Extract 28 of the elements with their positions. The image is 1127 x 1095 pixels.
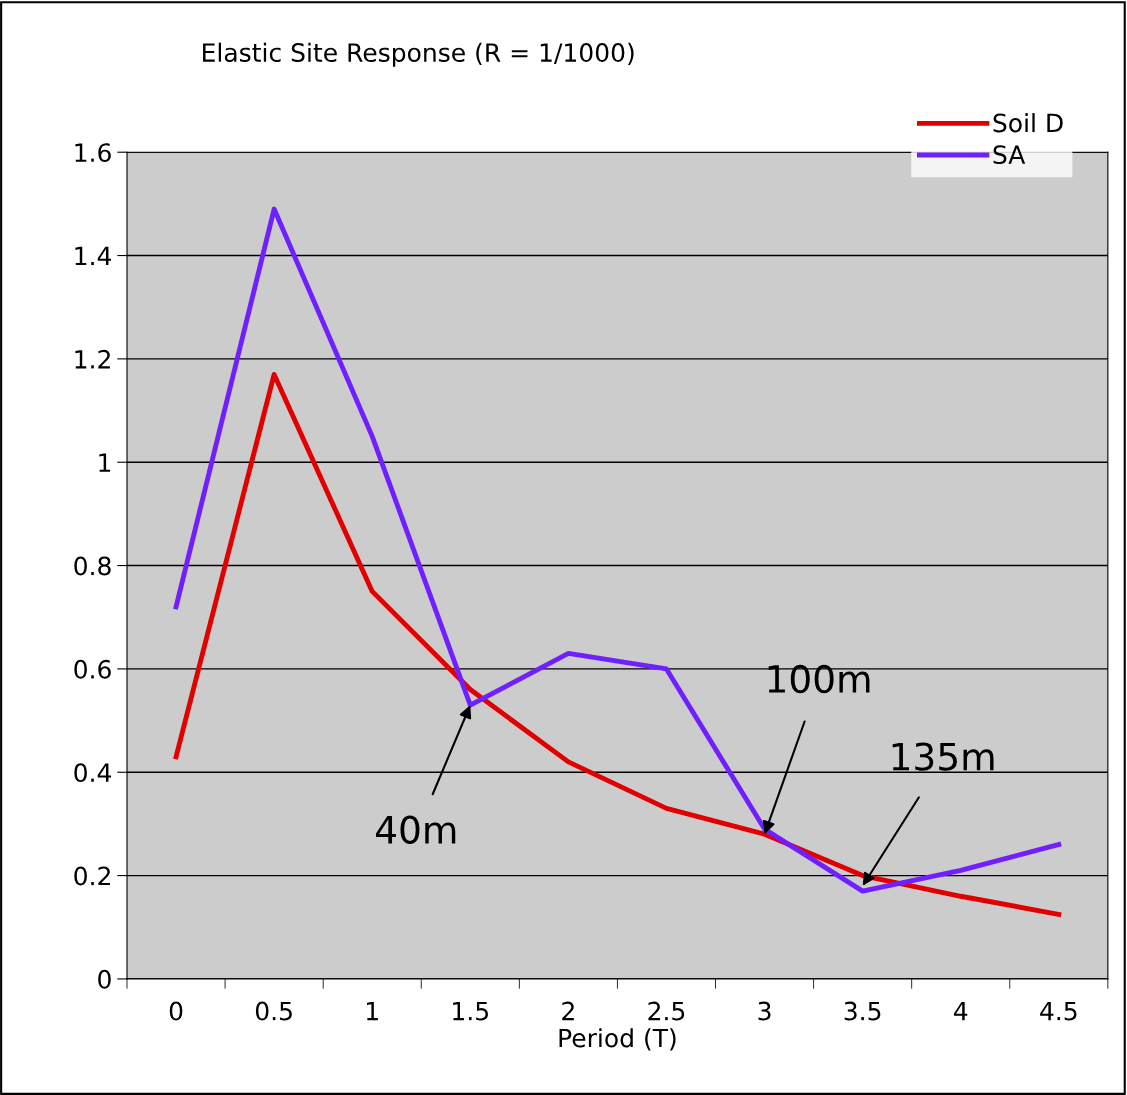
annotation: 135m [892, 742, 994, 771]
y-tick-label: 0.2 [74, 866, 110, 886]
x-tick-label: 2 [562, 1001, 574, 1021]
y-tick-label: 1 [99, 453, 111, 472]
y-tick-label: 0 [98, 969, 111, 989]
x-tick-label: 4.5 [1040, 1001, 1077, 1021]
y-tick-label: 1.6 [75, 143, 111, 163]
x-tick-label: 4 [953, 1001, 968, 1021]
x-tick-label: 0 [169, 1001, 183, 1021]
x-tick-label: 2.5 [648, 1001, 685, 1021]
line-series [173, 371, 1062, 917]
x-tick-label: 1.5 [453, 1001, 488, 1021]
y-tick-label: 0.6 [74, 659, 111, 679]
line-series [173, 206, 1062, 894]
x-tick-label: 3 [758, 1001, 771, 1021]
x-tick-label: 0.5 [255, 1001, 292, 1021]
legend-label: SA [993, 145, 1026, 165]
y-tick-label: 1.4 [75, 246, 112, 266]
y-tick-label: 1.2 [75, 349, 110, 369]
x-tick-label: 3.5 [844, 1001, 881, 1021]
y-tick-label: 0.8 [74, 556, 111, 576]
y-tick-label: 0.4 [74, 763, 112, 783]
chart-title: Elastic Site Response (R = 1/1000) [203, 42, 634, 67]
annotation: 40m [376, 815, 456, 844]
legend-label: Soil D [993, 113, 1063, 133]
x-axis-title: Period (T) [559, 1028, 676, 1051]
annotation: 100m [768, 664, 870, 694]
x-tick-label: 1 [367, 1001, 378, 1021]
